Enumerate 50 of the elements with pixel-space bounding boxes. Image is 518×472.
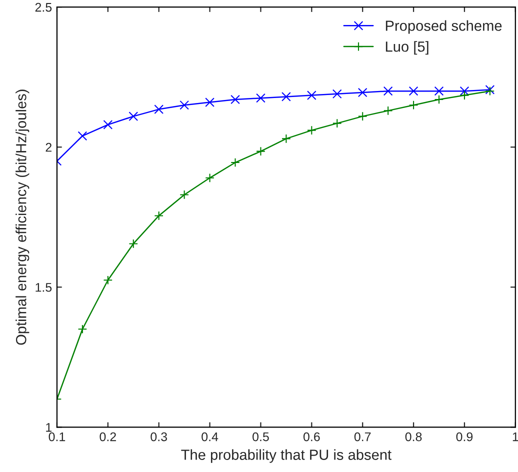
x-tick-label: 0.8 [405,432,422,442]
point [230,94,240,104]
point [103,275,113,285]
point [205,173,214,183]
point [306,126,316,135]
point [434,94,444,104]
y-tick-label: 2.5 [35,2,52,12]
point [205,98,214,107]
x-tick-label: 0.9 [456,432,473,442]
x-axis-title: The probability that PU is absent [181,449,392,463]
point [78,131,88,141]
point [358,88,368,98]
point [460,86,470,96]
x-tick-label: 0.1 [48,432,66,442]
point [306,90,316,100]
point [332,118,342,128]
legend-label: Proposed scheme [386,20,502,34]
point [332,89,342,99]
y-tick-label: 2 [46,142,52,152]
x-tick-label: 0.4 [202,432,218,442]
point [282,134,291,144]
point [154,211,164,220]
point [180,100,190,110]
point [383,106,393,116]
point [408,100,418,110]
point [78,324,88,334]
point [256,93,266,103]
point [103,120,113,130]
point [230,158,240,168]
legend-label: Luo [5] [386,41,428,55]
point [180,190,190,200]
point [128,112,138,121]
x-tick-label: 1 [512,432,518,442]
point [434,86,444,96]
point [358,112,368,121]
point [460,90,470,100]
x-tick-label: 0.7 [354,432,371,442]
x-tick-label: 0.6 [303,432,320,442]
point [154,104,164,114]
point [128,239,138,248]
point [256,146,266,156]
point [408,86,418,96]
x-tick-label: 0.5 [252,432,269,442]
x-tick-label: 0.2 [100,432,116,442]
y-tick-label: 1 [46,423,52,432]
y-axis-title: Optimal energy efficiency (bit/Hz/joules) [16,90,30,345]
point [282,92,291,102]
point [383,86,393,96]
y-tick-label: 1.5 [36,283,52,292]
x-tick-label: 0.3 [150,432,167,442]
